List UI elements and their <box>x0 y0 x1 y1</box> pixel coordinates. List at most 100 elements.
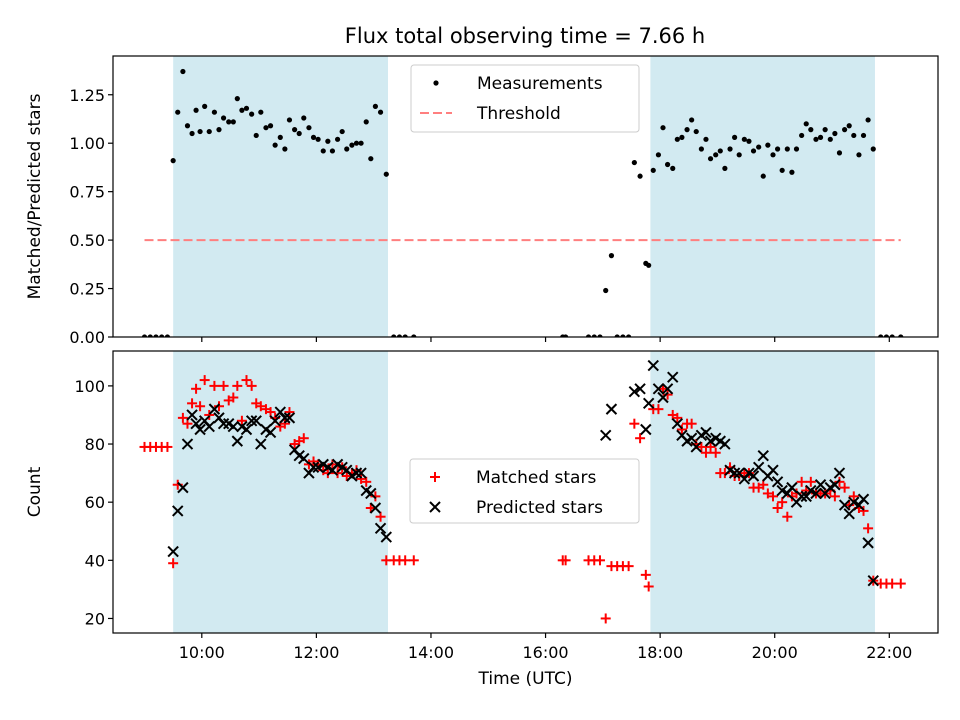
measurement-point <box>277 134 283 140</box>
measurement-point <box>698 146 704 152</box>
measurement-point <box>865 117 871 123</box>
measurement-point <box>315 136 321 142</box>
legend-marker-dot <box>433 80 439 86</box>
predicted-star-point <box>728 467 741 479</box>
predicted-star-point <box>380 531 392 543</box>
y-tick: 1.25 <box>69 86 113 105</box>
predicted-star-point <box>255 438 267 450</box>
measurement-point <box>329 148 336 154</box>
matched-star-point <box>700 447 711 458</box>
measurement-point <box>774 146 781 152</box>
matched-star-point <box>705 441 716 452</box>
measurement-point <box>344 146 350 152</box>
predicted-star-point <box>190 417 202 430</box>
measurement-point <box>746 138 752 144</box>
y-tick: 100 <box>74 377 113 396</box>
x-tick: 14:00 <box>408 633 454 662</box>
measurement-point <box>703 136 709 142</box>
plot-area <box>139 359 906 624</box>
measurement-point <box>353 140 360 146</box>
measurement-point <box>784 146 790 152</box>
matched-star-point <box>887 578 898 589</box>
measurement-point <box>175 109 181 115</box>
measurement-point <box>249 111 255 117</box>
matched-star-point <box>623 561 634 572</box>
predicted-star-point <box>231 435 244 447</box>
measurement-point <box>827 136 833 142</box>
matched-star-point <box>213 401 224 412</box>
legend-marker-plus <box>430 472 440 482</box>
measurement-point <box>591 334 597 337</box>
measurement-point <box>620 334 626 337</box>
predicted-star-point <box>667 371 679 383</box>
predicted-star-point <box>245 415 258 427</box>
measurement-point <box>310 134 317 140</box>
matched-star-point <box>839 482 850 493</box>
measurement-point <box>563 334 569 337</box>
predicted-star-point <box>181 438 194 450</box>
matched-star-point <box>199 375 210 386</box>
predicted-star-point <box>605 403 618 415</box>
measurement-point <box>216 127 222 133</box>
measurement-point <box>803 121 809 127</box>
measurement-point <box>689 117 695 123</box>
measurement-point <box>372 103 378 109</box>
measurement-point <box>358 140 364 146</box>
predicted-star-point <box>652 383 665 395</box>
predicted-star-point <box>279 412 291 424</box>
predicted-star-point <box>671 417 684 430</box>
measurement-point <box>141 334 148 337</box>
legend-item: Threshold <box>420 104 561 124</box>
measurement-point <box>306 125 312 131</box>
matched-star-point <box>696 441 707 452</box>
observing-window-1 <box>173 56 388 337</box>
predicted-star-point <box>203 420 215 433</box>
matched-star-point <box>232 380 243 391</box>
measurement-point <box>851 132 857 139</box>
predicted-star-point <box>177 481 189 494</box>
measurement-point <box>693 128 699 135</box>
predicted-star-point <box>374 522 387 535</box>
matched-star-point <box>204 409 215 420</box>
predicted-star-point <box>647 359 659 372</box>
predicted-star-point <box>172 505 184 517</box>
measurement-point <box>363 119 369 125</box>
measurement-point <box>860 132 867 139</box>
matched-star-point <box>848 491 859 502</box>
legend-item: Measurements <box>433 74 603 94</box>
measurement-point <box>164 334 171 337</box>
measurement-point <box>296 130 302 137</box>
measurement-point <box>263 125 269 131</box>
measurement-point <box>870 146 876 152</box>
legend-label: Measurements <box>477 74 603 94</box>
measurement-point <box>660 125 666 131</box>
measurement-point <box>597 334 603 337</box>
matched-star-point <box>375 511 386 522</box>
predicted-star-point <box>167 545 179 558</box>
matched-star-point <box>246 380 257 391</box>
predicted-star-point <box>186 409 198 421</box>
measurement-point <box>722 165 728 171</box>
measurement-point <box>883 334 890 337</box>
measurement-point <box>808 127 814 133</box>
predicted-star-point <box>771 476 784 488</box>
predicted-star-point <box>227 420 240 433</box>
x-tick: 18:00 <box>637 633 683 662</box>
y-tick-label: 100 <box>74 377 105 396</box>
measurement-point <box>267 123 274 129</box>
legend-label: Predicted stars <box>476 498 603 518</box>
predicted-star-point <box>661 383 674 395</box>
measurement-point <box>741 136 747 142</box>
x-tick: 12:00 <box>293 633 339 662</box>
measurement-point <box>898 334 904 337</box>
measurement-point <box>832 130 838 137</box>
measurement-point <box>842 127 848 133</box>
measurement-point <box>614 334 620 337</box>
measurement-point <box>286 117 293 123</box>
measurement-point <box>756 144 762 150</box>
matched-star-point <box>168 558 179 569</box>
y-tick: 60 <box>85 493 113 512</box>
predicted-star-point <box>369 502 382 514</box>
measurement-point <box>765 142 771 148</box>
measurement-point <box>646 262 652 268</box>
